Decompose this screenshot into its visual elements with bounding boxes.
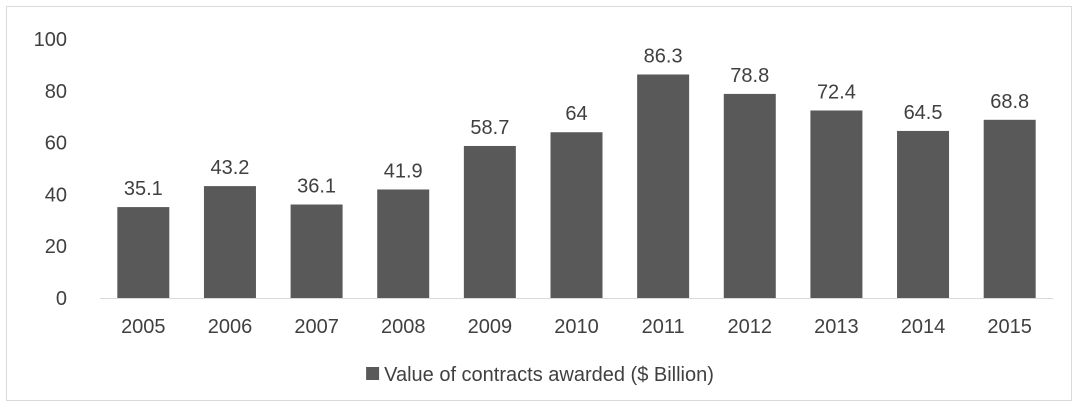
bar bbox=[290, 204, 343, 298]
y-tick-label: 40 bbox=[45, 184, 67, 206]
legend: Value of contracts awarded ($ Billion) bbox=[366, 364, 714, 386]
data-label: 64.5 bbox=[904, 102, 943, 124]
x-axis-ticks: 2005 2006 2007 2008 2009 2010 2011 2012 2013 2014… bbox=[121, 316, 1032, 338]
legend-swatch bbox=[366, 367, 380, 380]
bar bbox=[810, 110, 863, 298]
legend-label: Value of contracts awarded ($ Billion) bbox=[384, 364, 714, 386]
y-tick-label: 60 bbox=[45, 133, 67, 155]
bar bbox=[377, 189, 430, 298]
x-tick-label: 2015 bbox=[987, 316, 1032, 338]
bar bbox=[897, 130, 950, 298]
x-tick-label: 2008 bbox=[381, 316, 426, 338]
chart-frame: 0 20 40 60 80 100 35.1 43.2 36.1 41.9 58.7 64 86.3 7… bbox=[6, 6, 1072, 401]
data-label: 86.3 bbox=[644, 45, 683, 67]
y-tick-label: 0 bbox=[56, 288, 67, 310]
y-tick-label: 100 bbox=[34, 29, 67, 51]
data-label: 64 bbox=[565, 103, 587, 125]
y-tick-label: 20 bbox=[45, 236, 67, 258]
data-label: 68.8 bbox=[990, 91, 1029, 113]
bar bbox=[983, 119, 1036, 298]
bar bbox=[723, 93, 776, 299]
x-tick-label: 2009 bbox=[468, 316, 513, 338]
x-tick-label: 2014 bbox=[901, 316, 946, 338]
bar bbox=[203, 186, 256, 298]
bars bbox=[117, 74, 1036, 299]
x-tick-label: 2010 bbox=[554, 316, 599, 338]
x-tick-label: 2006 bbox=[208, 316, 253, 338]
data-label: 78.8 bbox=[730, 65, 769, 87]
y-axis-ticks: 0 20 40 60 80 100 bbox=[34, 29, 67, 310]
data-labels: 35.1 43.2 36.1 41.9 58.7 64 86.3 78.8 72.4 64.5 68… bbox=[124, 45, 1029, 200]
bar bbox=[463, 145, 516, 298]
x-tick-label: 2005 bbox=[121, 316, 166, 338]
data-label: 72.4 bbox=[817, 81, 856, 103]
data-label: 35.1 bbox=[124, 178, 163, 200]
x-tick-label: 2007 bbox=[294, 316, 339, 338]
data-label: 58.7 bbox=[470, 117, 509, 139]
data-label: 41.9 bbox=[384, 160, 423, 182]
x-tick-label: 2012 bbox=[728, 316, 773, 338]
x-tick-label: 2013 bbox=[814, 316, 859, 338]
bar bbox=[550, 132, 603, 298]
bar bbox=[637, 74, 690, 298]
bar bbox=[117, 207, 170, 298]
bar-chart: 0 20 40 60 80 100 35.1 43.2 36.1 41.9 58.7 64 86.3 7… bbox=[34, 29, 1053, 386]
data-label: 43.2 bbox=[210, 157, 249, 179]
x-tick-label: 2011 bbox=[642, 316, 685, 338]
data-label: 36.1 bbox=[297, 176, 336, 198]
y-tick-label: 80 bbox=[45, 81, 67, 103]
